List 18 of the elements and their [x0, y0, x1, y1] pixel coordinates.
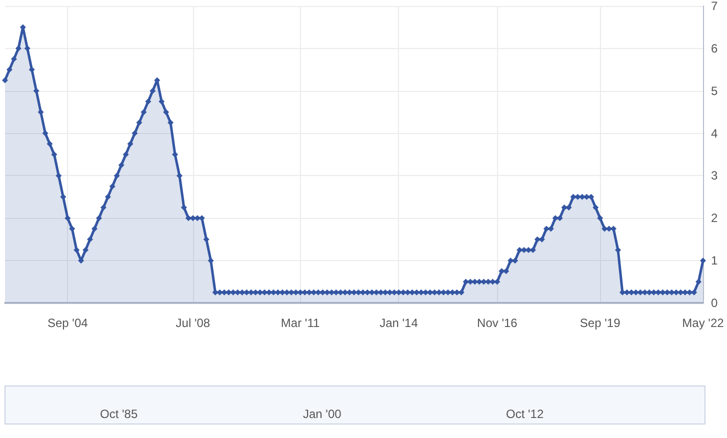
text: Oct '85 — [100, 407, 138, 421]
text: Oct '12 — [506, 407, 544, 421]
y-tick-label: 2 — [711, 211, 718, 226]
y-tick-label: 5 — [711, 84, 718, 98]
y-tick-label: 3 — [711, 168, 718, 183]
y-tick-label: 0 — [711, 296, 718, 310]
text: Jan '00 — [303, 407, 342, 421]
x-tick-label: Sep '04 — [47, 316, 88, 330]
y-tick-label: 4 — [711, 126, 718, 140]
y-tick-label: 1 — [711, 254, 718, 268]
x-tick-label: Nov '16 — [477, 316, 518, 330]
x-tick-label: Sep '19 — [580, 316, 621, 330]
x-tick-label: May '22 — [682, 316, 724, 330]
x-tick-label: Jul '08 — [176, 316, 210, 330]
y-tick-label: 7 — [711, 0, 718, 13]
x-tick-label: Mar '11 — [280, 316, 320, 330]
y-tick-label: 6 — [711, 41, 718, 56]
x-tick-label: Jan '14 — [380, 316, 418, 330]
